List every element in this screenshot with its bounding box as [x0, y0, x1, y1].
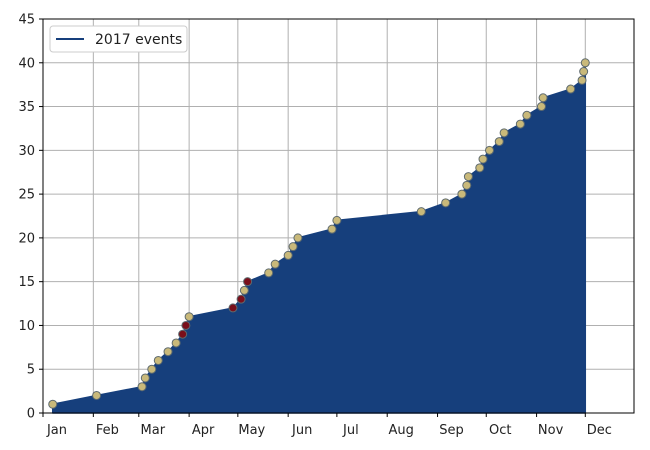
event-marker	[522, 110, 532, 120]
y-tick-label: 45	[18, 13, 35, 28]
event-marker	[293, 233, 303, 243]
highlighted-event-marker	[236, 294, 246, 304]
event-marker	[475, 163, 485, 173]
x-tick-label: Aug	[389, 423, 414, 438]
x-tick-label: Nov	[538, 423, 564, 438]
highlighted-event-marker	[181, 320, 191, 330]
event-marker	[441, 198, 451, 208]
x-tick-label: Jun	[291, 423, 312, 438]
event-marker	[462, 180, 472, 190]
x-tick-label: Oct	[489, 423, 511, 438]
x-tick-label: Jan	[46, 423, 67, 438]
y-tick-label: 5	[27, 363, 35, 378]
event-marker	[579, 67, 589, 77]
event-marker	[153, 355, 163, 365]
event-marker	[288, 242, 298, 252]
event-marker	[239, 285, 249, 295]
event-marker	[536, 102, 546, 112]
y-tick-label: 40	[18, 56, 35, 71]
event-marker	[327, 224, 337, 234]
x-axis: Jan Feb Mar Apr May Jun Jul Aug Sep Oct Nov Dec	[42, 413, 612, 438]
event-marker	[580, 58, 590, 68]
event-marker	[264, 268, 274, 278]
legend: 2017 events	[49, 25, 188, 53]
event-marker	[515, 119, 525, 129]
y-tick-label: 25	[18, 188, 35, 203]
event-marker	[577, 75, 587, 85]
event-marker	[147, 364, 157, 374]
event-marker	[92, 390, 102, 400]
event-marker	[184, 312, 194, 322]
x-tick-label: Jul	[342, 423, 359, 438]
event-marker	[478, 154, 488, 164]
highlighted-event-marker	[178, 329, 188, 339]
x-tick-label: Feb	[96, 423, 119, 438]
event-marker	[416, 207, 426, 217]
y-tick-label: 35	[18, 100, 35, 115]
plot-frame	[42, 18, 635, 414]
x-tick-label: Sep	[439, 423, 464, 438]
y-axis: 0 5 10 15 20 25 30 35 40 45	[18, 13, 43, 422]
event-marker	[48, 399, 58, 409]
x-tick-label: Apr	[192, 423, 215, 438]
event-marker	[137, 382, 147, 392]
y-tick-label: 10	[18, 319, 35, 334]
event-marker	[484, 145, 494, 155]
x-tick-label: Dec	[587, 423, 612, 438]
event-marker	[163, 347, 173, 357]
event-marker	[283, 250, 293, 260]
event-marker	[538, 93, 548, 103]
event-marker	[499, 128, 509, 138]
event-marker	[566, 84, 576, 94]
legend-label: 2017 events	[95, 32, 182, 48]
y-tick-label: 20	[18, 231, 35, 246]
event-marker	[270, 259, 280, 269]
event-marker	[171, 338, 181, 348]
event-marker	[332, 215, 342, 225]
highlighted-event-marker	[243, 277, 253, 287]
legend-box	[49, 25, 188, 53]
x-tick-label: Mar	[141, 423, 166, 438]
marker-layer	[48, 58, 590, 409]
event-marker	[463, 172, 473, 182]
y-tick-label: 0	[27, 407, 35, 422]
event-marker	[494, 137, 504, 147]
x-tick-label: May	[238, 423, 265, 438]
event-marker	[140, 373, 150, 383]
event-marker	[457, 189, 467, 199]
y-tick-label: 30	[18, 144, 35, 159]
y-tick-label: 15	[18, 275, 35, 290]
highlighted-event-marker	[228, 303, 238, 313]
